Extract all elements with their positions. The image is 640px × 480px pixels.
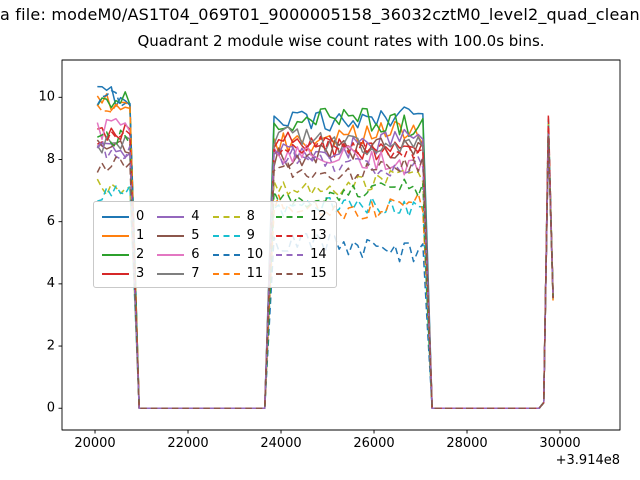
legend-column: 4 5 6 7	[157, 207, 200, 283]
legend-item: 0	[102, 207, 144, 226]
figure-suptitle: a file: modeM0/AS1T04_069T01_9000005158_…	[0, 5, 640, 24]
legend-item: 11	[212, 264, 264, 283]
legend: 0 1 2 3 4 5 6 7 8 9 10 11 12 13 14 15	[93, 201, 337, 288]
legend-line-sample	[102, 234, 129, 237]
legend-item: 13	[276, 226, 327, 245]
legend-line-sample	[157, 234, 185, 237]
legend-item: 12	[276, 207, 327, 226]
legend-label: 11	[246, 266, 264, 281]
axes-title: Quadrant 2 module wise count rates with …	[137, 32, 545, 50]
legend-line-sample	[102, 272, 129, 275]
legend-label: 12	[310, 209, 327, 224]
legend-label: 7	[191, 266, 200, 281]
legend-item: 15	[276, 264, 327, 283]
legend-item: 2	[102, 245, 144, 264]
legend-label: 15	[310, 266, 327, 281]
legend-line-sample	[276, 215, 304, 218]
legend-column: 12 13 14 15	[276, 207, 327, 283]
legend-item: 9	[212, 226, 264, 245]
legend-column: 8 9 10 11	[212, 207, 264, 283]
legend-item: 8	[212, 207, 264, 226]
legend-label: 1	[136, 228, 145, 243]
legend-item: 7	[157, 264, 200, 283]
legend-line-sample	[212, 272, 240, 275]
legend-label: 6	[191, 247, 200, 262]
legend-label: 3	[136, 266, 145, 281]
legend-line-sample	[157, 215, 185, 218]
legend-label: 13	[310, 228, 327, 243]
legend-line-sample	[276, 234, 304, 237]
legend-item: 6	[157, 245, 200, 264]
legend-line-sample	[212, 234, 240, 237]
legend-column: 0 1 2 3	[102, 207, 144, 283]
legend-item: 3	[102, 264, 144, 283]
legend-line-sample	[102, 215, 129, 218]
legend-item: 5	[157, 226, 200, 245]
legend-item: 14	[276, 245, 327, 264]
legend-label: 4	[191, 209, 200, 224]
legend-line-sample	[276, 272, 304, 275]
legend-label: 5	[191, 228, 200, 243]
legend-line-sample	[276, 253, 304, 256]
legend-label: 14	[310, 247, 327, 262]
legend-label: 10	[246, 247, 264, 262]
legend-label: 0	[136, 209, 145, 224]
legend-label: 8	[246, 209, 255, 224]
legend-item: 1	[102, 226, 144, 245]
legend-line-sample	[212, 253, 240, 256]
legend-line-sample	[157, 272, 185, 275]
legend-item: 10	[212, 245, 264, 264]
legend-line-sample	[157, 253, 185, 256]
legend-label: 9	[246, 228, 255, 243]
legend-label: 2	[136, 247, 145, 262]
legend-line-sample	[102, 253, 129, 256]
legend-item: 4	[157, 207, 200, 226]
legend-line-sample	[212, 215, 240, 218]
